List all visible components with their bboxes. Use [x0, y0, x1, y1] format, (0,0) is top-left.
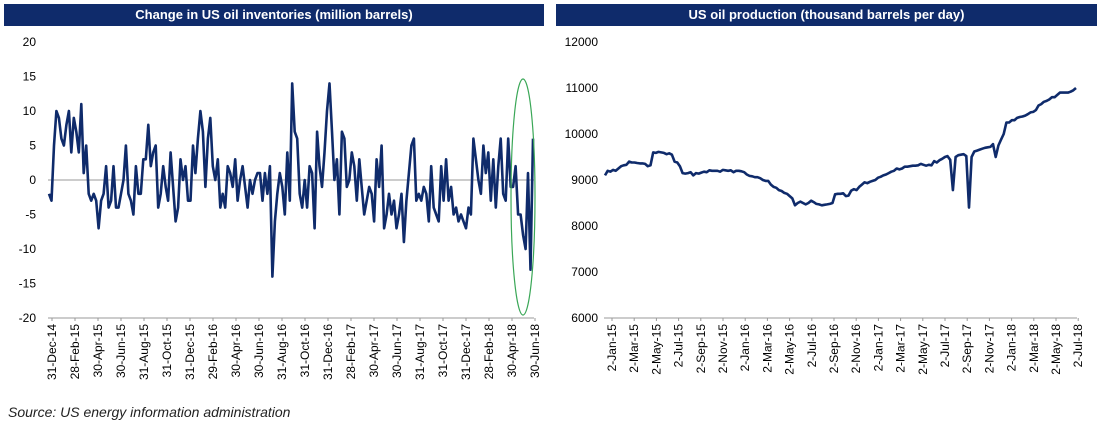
x-tick-label: 31-Oct-15 [160, 324, 174, 378]
y-tick-label: 11000 [566, 81, 599, 95]
x-tick-label: 29-Feb-16 [206, 324, 220, 380]
x-tick-label: 28-Feb-15 [68, 324, 82, 380]
y-tick-label: -5 [25, 208, 36, 222]
x-tick-label: 2-Jan-16 [738, 324, 752, 372]
x-tick-label: 30-Apr-18 [505, 324, 519, 378]
x-tick-label: 2-May-15 [649, 324, 663, 375]
x-tick-label: 2-Jan-17 [871, 324, 885, 372]
x-tick-label: 2-Nov-17 [982, 324, 996, 374]
x-tick-label: 2-Mar-18 [1027, 324, 1041, 373]
x-tick-label: 2-Sep-15 [694, 324, 708, 374]
series-line [47, 82, 535, 278]
x-tick-label: 30-Apr-16 [229, 324, 243, 378]
y-tick-label: 8000 [571, 219, 598, 233]
y-tick-label: 10 [23, 104, 37, 118]
x-tick-label: 31-Dec-17 [459, 324, 473, 380]
y-tick-label: 6000 [571, 311, 598, 325]
production-chart: 12000 11000 10000 9000 8000 7000 6000 2-Jan-15 2… [565, 35, 1086, 375]
x-tick-label: 2-Nov-16 [849, 324, 863, 374]
chart-title: Change in US oil inventories (million ba… [4, 4, 544, 26]
y-tick-label: 5 [29, 139, 36, 153]
x-tick-label: 2-Nov-15 [716, 324, 730, 374]
x-tick-label: 31-Aug-15 [137, 324, 151, 380]
x-tick-label: 2-Jul-17 [938, 324, 952, 368]
x-tick-label: 2-Jan-18 [1005, 324, 1019, 372]
y-tick-label: -10 [19, 242, 37, 256]
series-line [603, 87, 1077, 209]
inventories-chart-panel: Change in US oil inventories (million ba… [4, 4, 544, 401]
x-tick-label: 31-Oct-17 [436, 324, 450, 378]
y-tick-label: -20 [19, 311, 37, 325]
highlight-ellipse [510, 78, 536, 316]
x-tick-label: 2-Sep-17 [960, 324, 974, 374]
x-tick-label: 2-Jan-15 [605, 324, 619, 372]
x-tick-label: 2-Jul-16 [805, 324, 819, 368]
x-tick-label: 2-Jul-18 [1071, 324, 1085, 368]
x-tick-label: 31-Aug-16 [275, 324, 289, 380]
y-tick-label: 12000 [565, 35, 599, 49]
x-tick-label: 2-May-18 [1049, 324, 1063, 375]
x-tick-label: 2-Sep-16 [827, 324, 841, 374]
x-tick-label: 30-Jun-15 [114, 324, 128, 378]
x-tick-label: 28-Feb-18 [482, 324, 496, 380]
x-tick-label: 31-Dec-15 [183, 324, 197, 380]
x-tick-label: 31-Dec-16 [321, 324, 335, 380]
x-tick-label: 31-Oct-16 [298, 324, 312, 378]
y-tick-label: 0 [29, 173, 36, 187]
x-tick-label: 31-Dec-14 [45, 324, 59, 380]
x-tick-label: 2-Mar-16 [760, 324, 774, 373]
x-tick-label: 30-Apr-17 [367, 324, 381, 378]
source-note: Source: US energy information administra… [8, 404, 291, 420]
y-tick-label: 7000 [571, 265, 598, 279]
x-tick-label: 2-May-17 [916, 324, 930, 375]
x-tick-label: 2-Mar-15 [627, 324, 641, 373]
x-tick-label: 30-Apr-15 [91, 324, 105, 378]
y-tick-label: 15 [23, 70, 37, 84]
x-tick-label: 2-May-16 [783, 324, 797, 375]
production-chart-panel: US oil production (thousand barrels per … [556, 4, 1097, 401]
x-tick-label: 30-Jun-16 [252, 324, 266, 378]
y-tick-label: 9000 [571, 173, 598, 187]
chart-title: US oil production (thousand barrels per … [556, 4, 1097, 26]
y-tick-label: 20 [23, 35, 37, 49]
x-tick-label: 31-Aug-17 [413, 324, 427, 380]
y-tick-label: 10000 [565, 127, 599, 141]
x-tick-label: 30-Jun-17 [390, 324, 404, 378]
x-tick-label: 2-Mar-17 [894, 324, 908, 373]
x-tick-label: 30-Jun-18 [528, 324, 542, 378]
x-tick-label: 2-Jul-15 [672, 324, 686, 368]
x-tick-label: 28-Feb-17 [344, 324, 358, 380]
y-tick-label: -15 [19, 277, 37, 291]
inventories-chart: 20 15 10 5 0 -5 -10 -15 -20 31-Dec-14 28-Feb-15 30-… [19, 35, 542, 380]
